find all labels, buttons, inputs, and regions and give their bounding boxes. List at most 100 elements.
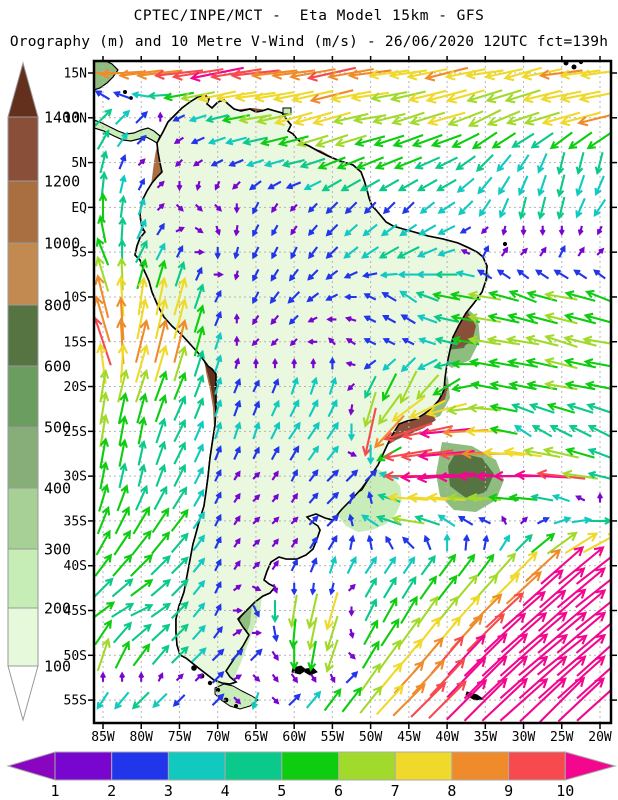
lon-label: 70W: [206, 730, 230, 745]
wind-arrow: [388, 69, 428, 80]
wind-arrow: [511, 132, 535, 148]
wind-arrow: [193, 283, 205, 310]
wind-arrow: [195, 266, 203, 281]
wind-arrow: [233, 492, 241, 503]
wind-arrow: [416, 374, 440, 400]
wind-arrow: [95, 553, 113, 577]
wind-arrow: [597, 225, 603, 236]
wind-arrow: [112, 90, 130, 99]
wind-arrow: [290, 225, 298, 236]
wind-arrow: [499, 678, 549, 722]
wind-arrow: [400, 595, 418, 625]
wind-arrow: [444, 68, 486, 81]
wind-arrow: [232, 629, 243, 637]
wind-arrow: [429, 657, 466, 697]
wind-arrow: [549, 131, 573, 150]
wind-arrow: [476, 553, 495, 577]
wind-arrow: [310, 673, 317, 683]
wind-arrow: [348, 606, 355, 617]
wind-arrow: [587, 447, 610, 459]
wind-arrow: [539, 246, 547, 257]
wind-arrow: [134, 343, 150, 383]
wind-arrow: [99, 413, 110, 448]
wind-arrow: [489, 425, 518, 435]
wind-arrow: [267, 180, 282, 190]
wind-arrow: [481, 655, 529, 700]
wind-arrow: [252, 201, 260, 215]
wind-arrow: [116, 275, 127, 317]
lat-label: 5S: [71, 246, 87, 261]
wind-arrow: [445, 89, 485, 104]
wind-arrow: [576, 689, 610, 722]
wind-arrow: [214, 558, 222, 572]
wind-arrow: [464, 426, 504, 437]
wind-arrow: [131, 691, 150, 710]
wind-arrow: [582, 335, 610, 345]
wind-arrow: [559, 69, 601, 80]
wind-arrow: [193, 466, 204, 485]
wind-arrow: [137, 158, 146, 167]
wind-arrow: [117, 368, 130, 403]
wind-arrow: [323, 687, 342, 712]
wind-arrow: [466, 89, 503, 104]
wind-arrow: [397, 616, 421, 648]
wind-arrow: [596, 247, 605, 256]
wind-arrow: [345, 361, 356, 367]
wind-arrow: [173, 345, 188, 382]
wind-arrow: [456, 177, 475, 193]
wind-arrow: [175, 203, 184, 212]
wind-arrow: [551, 493, 570, 503]
wind-arrow: [193, 374, 205, 398]
wind-arrow: [214, 421, 223, 440]
wind-arrow: [546, 402, 576, 414]
wind-arrow: [519, 516, 528, 525]
wind-arrow: [288, 421, 301, 440]
wind-arrow: [525, 357, 558, 369]
wind-band: [451, 751, 510, 781]
wind-arrow: [326, 316, 337, 323]
wind-arrow: [503, 447, 542, 458]
lon-label: 65W: [244, 730, 268, 745]
wind-arrow: [150, 578, 172, 597]
wind-arrow: [501, 515, 508, 525]
wind-arrow: [437, 224, 456, 235]
wind-arrow: [385, 535, 394, 550]
wind-arrow: [95, 601, 116, 618]
wind-band: [167, 751, 226, 781]
wind-arrow: [345, 337, 356, 346]
wind-arrow: [485, 89, 522, 104]
wind-tick-label: 9: [504, 782, 513, 800]
wind-arrow: [270, 314, 280, 325]
wind-arrow: [434, 336, 458, 346]
wind-arrow: [360, 246, 379, 259]
wind-band: [508, 751, 566, 781]
wind-arrow: [96, 129, 110, 150]
wind-arrow: [118, 438, 128, 467]
wind-arrow: [467, 109, 502, 127]
wind-arrow: [564, 290, 596, 302]
wind-arrow: [172, 114, 186, 122]
wind-arrow: [255, 112, 293, 126]
wind-arrow: [347, 513, 355, 527]
wind-arrow: [252, 471, 261, 480]
wind-arrow: [111, 602, 135, 618]
wind-arrow: [393, 156, 423, 170]
wind-arrow: [308, 399, 319, 418]
wind-arrow: [505, 111, 540, 126]
wind-arrow: [174, 260, 186, 287]
wind-arrow: [347, 451, 358, 457]
wind-arrow: [214, 603, 222, 617]
wind-arrow: [415, 291, 439, 302]
wind-arrow: [306, 593, 319, 630]
wind-arrow: [157, 111, 164, 122]
wind-arrow: [118, 194, 127, 218]
wind-arrow: [575, 197, 586, 219]
wind-arrow: [272, 358, 279, 369]
wind-arrow: [481, 245, 490, 258]
wind-arrow: [211, 648, 225, 662]
wind-arrow: [325, 201, 339, 215]
wind-arrow: [193, 397, 205, 420]
wind-arrow: [363, 293, 377, 301]
wind-arrow: [500, 246, 509, 257]
wind-arrow: [546, 531, 578, 555]
